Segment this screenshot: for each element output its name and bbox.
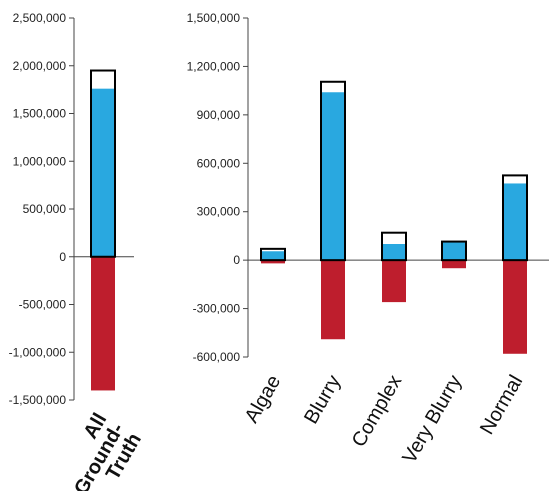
left-y-tick-label: 1,500,000: [13, 107, 67, 121]
right-y-tick-label: 600,000: [197, 156, 241, 170]
left-y-tick-label: -500,000: [19, 298, 67, 312]
right-bar-positive: [503, 183, 527, 261]
right-bar-negative: [261, 260, 285, 264]
left-y-tick-label: 0: [59, 250, 66, 264]
right-category-label: Complex: [348, 372, 407, 451]
left-bar-positive: [91, 88, 115, 257]
left-category-label: AllGround-Truth: [53, 410, 146, 491]
right-bar-negative: [321, 260, 345, 340]
right-category-label: Algae: [241, 372, 286, 427]
right-bar-negative: [442, 260, 466, 269]
left-bar-total-outline: [90, 69, 116, 258]
left-y-tick-label: 2,500,000: [13, 11, 67, 25]
right-bar-negative: [503, 260, 527, 354]
right-category-label: Very Blurry: [398, 372, 466, 468]
right-bar-total-outline: [441, 240, 467, 262]
right-y-tick-label: 1,500,000: [187, 11, 241, 25]
right-bar-positive: [382, 244, 406, 261]
left-y-tick-label: 2,000,000: [13, 59, 67, 73]
right-category-label: Blurry: [300, 372, 345, 428]
right-y-tick-label: 1,200,000: [187, 59, 241, 73]
right-category-label: Normal: [476, 372, 527, 439]
left-category-label-text: AllGround-Truth: [53, 410, 146, 491]
right-y-tick-label: 900,000: [197, 108, 241, 122]
right-bar-total-outline: [502, 174, 528, 262]
right-y-tick-label: 0: [233, 253, 240, 267]
right-bar-positive: [442, 242, 466, 261]
right-bar-total-outline: [320, 80, 346, 262]
right-y-tick-label: 300,000: [197, 205, 241, 219]
right-bar-total-outline: [381, 231, 407, 262]
right-y-tick-label: -300,000: [193, 302, 241, 316]
right-bar-negative: [382, 260, 406, 303]
right-y-tick-label: -600,000: [193, 350, 241, 364]
right-bar-positive: [261, 251, 285, 261]
left-y-tick-label: 500,000: [23, 202, 67, 216]
left-y-tick-label: -1,500,000: [9, 393, 67, 407]
right-bar-total-outline: [260, 247, 286, 262]
left-bar-negative: [91, 256, 115, 391]
left-y-tick-label: 1,000,000: [13, 154, 67, 168]
right-bar-positive: [321, 92, 345, 261]
left-y-tick-label: -1,000,000: [9, 345, 67, 359]
